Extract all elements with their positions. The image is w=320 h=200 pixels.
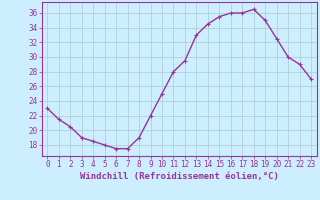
X-axis label: Windchill (Refroidissement éolien,°C): Windchill (Refroidissement éolien,°C) <box>80 172 279 181</box>
